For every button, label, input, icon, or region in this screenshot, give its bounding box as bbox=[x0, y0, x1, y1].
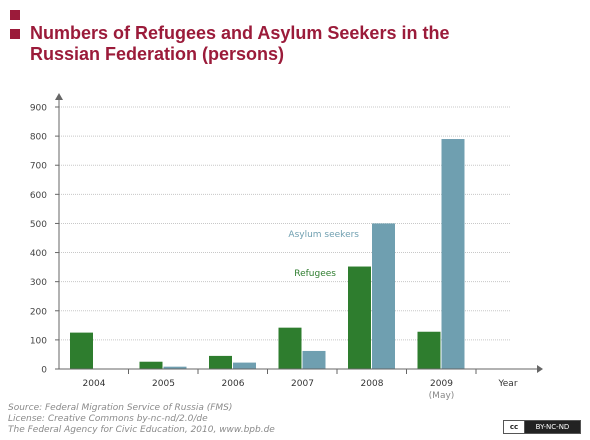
source-text: Source: Federal Migration Service of Rus… bbox=[8, 403, 233, 413]
bar-asylum-seekers bbox=[441, 139, 465, 369]
chart-title-line-2: Russian Federation (persons) bbox=[30, 44, 285, 64]
bar-asylum-seekers bbox=[163, 366, 187, 369]
x-tick-label: 2005 bbox=[152, 379, 175, 389]
bar-refugees bbox=[278, 327, 302, 369]
y-tick-label: 500 bbox=[30, 220, 47, 230]
bar-refugees bbox=[348, 266, 371, 369]
chart-title: Numbers of Refugees and Asylum Seekers i… bbox=[30, 23, 550, 65]
x-tick-label: 2004 bbox=[83, 379, 106, 389]
bar-refugees bbox=[417, 331, 441, 369]
y-tick-label: 100 bbox=[30, 336, 47, 346]
y-tick-label: 0 bbox=[41, 366, 47, 376]
bar-asylum-seekers bbox=[233, 362, 256, 369]
y-tick-label: 800 bbox=[30, 133, 47, 143]
title-marker-square-2 bbox=[10, 29, 20, 39]
x-axis-label: Year bbox=[497, 379, 517, 389]
bar-asylum-seekers bbox=[302, 350, 326, 369]
cc-license-badge: cc BY-NC-ND bbox=[503, 420, 581, 434]
series-label-refugees: Refugees bbox=[294, 269, 336, 279]
y-axis-arrow-icon bbox=[55, 93, 63, 100]
bar-refugees bbox=[70, 332, 93, 369]
publisher-text: The Federal Agency for Civic Education, … bbox=[8, 425, 275, 435]
bar-refugees bbox=[139, 361, 163, 369]
footer-credits: Source: Federal Migration Service of Rus… bbox=[8, 403, 275, 436]
series-label-asylum-seekers: Asylum seekers bbox=[288, 230, 359, 240]
cc-icon: cc bbox=[504, 421, 525, 433]
y-tick-label: 300 bbox=[30, 278, 47, 288]
y-tick-label: 400 bbox=[30, 249, 47, 259]
license-text: License: Creative Commons by-nc-nd/2.0/d… bbox=[8, 414, 208, 424]
x-tick-sublabel: (May) bbox=[429, 391, 455, 401]
bar-refugees bbox=[209, 355, 232, 369]
y-tick-label: 900 bbox=[30, 104, 47, 114]
y-tick-label: 700 bbox=[30, 162, 47, 172]
x-tick-label: 2007 bbox=[291, 379, 314, 389]
y-tick-label: 200 bbox=[30, 307, 47, 317]
cc-badge-text: BY-NC-ND bbox=[525, 421, 580, 433]
x-tick-label: 2009 bbox=[430, 379, 453, 389]
y-tick-label: 600 bbox=[30, 191, 47, 201]
bar-asylum-seekers bbox=[372, 223, 395, 369]
title-marker-square-1 bbox=[10, 10, 20, 20]
x-axis-arrow-icon bbox=[537, 365, 543, 373]
x-tick-label: 2006 bbox=[222, 379, 245, 389]
chart-title-line-1: Numbers of Refugees and Asylum Seekers i… bbox=[30, 23, 450, 43]
x-tick-label: 2008 bbox=[361, 379, 384, 389]
